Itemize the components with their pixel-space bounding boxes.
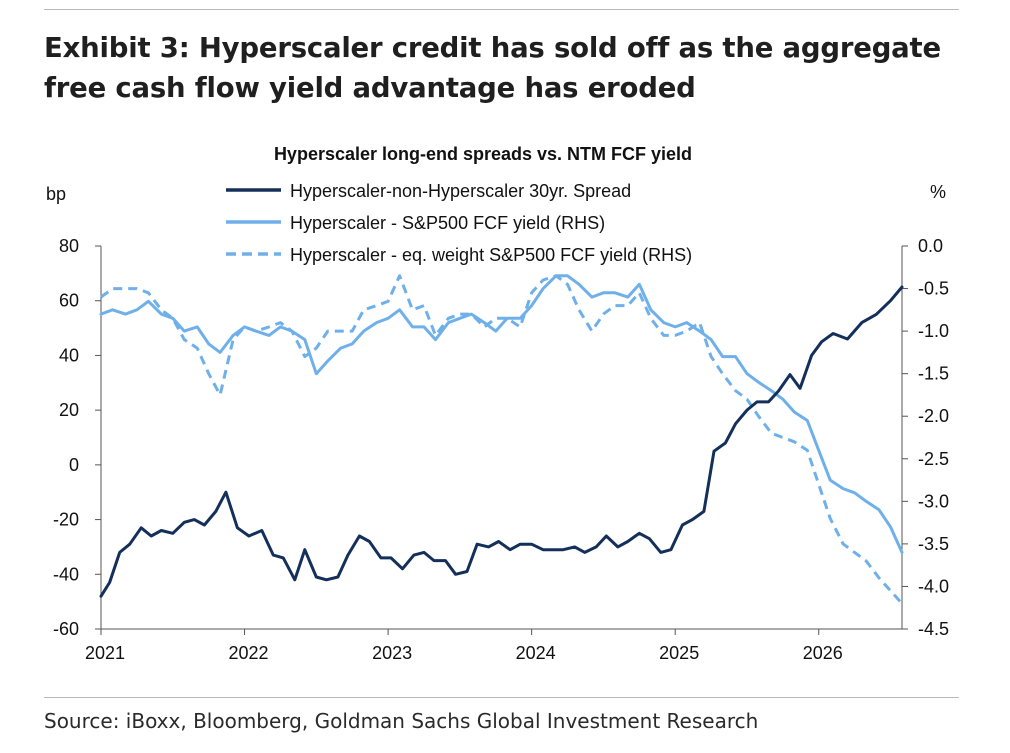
x-tick-label: 2022 (229, 643, 269, 663)
x-tick-label: 2025 (659, 643, 699, 663)
y2-tick-label: -1.5 (918, 364, 949, 384)
y-tick-label: 80 (59, 236, 79, 256)
series-line-spread (99, 285, 904, 598)
exhibit-title: Exhibit 3: Hyperscaler credit has sold o… (44, 32, 941, 104)
x-tick-label: 2023 (372, 643, 412, 663)
chart: Hyperscaler long-end spreads vs. NTM FCF… (46, 144, 949, 663)
y2-tick-label: -2.5 (918, 449, 949, 469)
series-line-fcf (99, 274, 904, 554)
y2-tick-label: -2.0 (918, 406, 949, 426)
y2-tick-label: -1.0 (918, 321, 949, 341)
y-tick-label: 20 (59, 400, 79, 420)
x-tick-label: 2024 (516, 643, 556, 663)
y2-tick-label: 0.0 (918, 236, 943, 256)
x-axis-ticks: 2021 2022 2023 2024 2025 2026 (85, 629, 843, 663)
legend-label-fcf: Hyperscaler - S&P500 FCF yield (RHS) (290, 213, 605, 233)
y-axis-label: bp (46, 184, 66, 204)
y2-axis-ticks: 0.0 -0.5 -1.0 -1.5 -2.0 -2.5 -3.0 -3.5 -4.0 -4.5 (902, 236, 949, 639)
y2-tick-label: -3.0 (918, 491, 949, 511)
top-rule (44, 9, 959, 10)
series-layer (99, 274, 904, 605)
y-tick-label: 40 (59, 345, 79, 365)
source-note: Source: iBoxx, Bloomberg, Goldman Sachs … (44, 709, 759, 733)
y-tick-label: -40 (53, 564, 79, 584)
x-tick-label: 2021 (85, 643, 125, 663)
series-line-fcf-eq (100, 274, 904, 605)
y-tick-label: -20 (53, 510, 79, 530)
y2-tick-label: -4.0 (918, 576, 949, 596)
chart-title: Hyperscaler long-end spreads vs. NTM FCF… (274, 144, 692, 164)
bottom-rule (44, 697, 959, 698)
legend: Hyperscaler-non-Hyperscaler 30yr. Spread… (226, 181, 692, 265)
x-tick-label: 2026 (803, 643, 843, 663)
legend-label-spread: Hyperscaler-non-Hyperscaler 30yr. Spread (290, 181, 631, 201)
legend-label-fcf-eq: Hyperscaler - eq. weight S&P500 FCF yiel… (290, 245, 692, 265)
y2-tick-label: -4.5 (918, 619, 949, 639)
y2-tick-label: -3.5 (918, 534, 949, 554)
y-tick-label: 0 (69, 455, 79, 475)
y-tick-label: -60 (53, 619, 79, 639)
y2-tick-label: -0.5 (918, 279, 949, 299)
y-tick-label: 60 (59, 291, 79, 311)
y-axis-ticks: 80 60 40 20 0 -20 -40 -60 (53, 236, 101, 639)
y2-axis-label: % (930, 182, 946, 202)
